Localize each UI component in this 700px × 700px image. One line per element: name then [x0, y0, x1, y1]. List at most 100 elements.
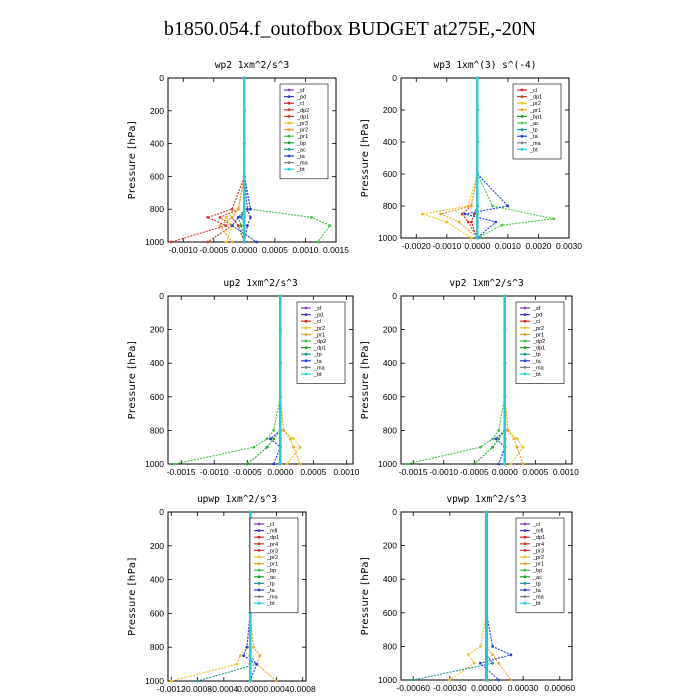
data-point — [460, 212, 464, 216]
data-point — [236, 216, 240, 219]
legend-label: _sf — [313, 306, 322, 312]
legend-label: _pr2 — [532, 555, 544, 561]
page-title: b1850.054.f_outofbox BUDGET at275E,-20N — [163, 18, 537, 40]
data-point — [485, 645, 488, 648]
data-point — [491, 204, 495, 208]
legend-marker — [257, 562, 261, 565]
data-point — [475, 108, 479, 112]
legend-label: _tp — [529, 128, 538, 134]
plot-frame — [400, 77, 570, 239]
legend-marker — [304, 359, 308, 363]
data-point — [246, 224, 249, 228]
y-tick-label: 200 — [383, 541, 397, 551]
data-point — [521, 445, 525, 449]
legend-marker — [304, 352, 308, 356]
x-tick-label: 0.0015 — [323, 245, 349, 255]
legend-label: _pr2 — [529, 101, 541, 107]
data-point — [405, 462, 409, 466]
y-tick-label: 200 — [383, 105, 397, 115]
legend-label: _dp1 — [266, 535, 279, 541]
legend-marker — [257, 535, 261, 539]
y-tick-label: 400 — [383, 574, 397, 584]
legend: _sf_pd_cl_pr2_pr1_dp2_dp1_tp_ta_ma_bt — [515, 301, 565, 384]
y-tick-label: 200 — [150, 106, 164, 116]
y-axis-label: Pressure [hPa] — [360, 341, 371, 420]
data-point — [475, 212, 479, 216]
x-tick-label: 0.0005 — [300, 467, 326, 477]
data-point — [310, 216, 313, 219]
legend-marker — [523, 601, 527, 605]
data-point — [457, 220, 461, 224]
legend-marker — [523, 333, 527, 336]
data-point — [245, 645, 249, 649]
data-point — [169, 240, 173, 244]
data-point — [242, 76, 246, 80]
legend-marker — [523, 562, 527, 565]
legend-label: _dp1 — [532, 346, 545, 352]
y-axis-label: Pressure [hPa] — [127, 341, 138, 420]
data-point — [475, 236, 479, 240]
x-tick-label: 0.0010 — [495, 241, 521, 251]
series-line — [225, 78, 245, 243]
legend-label: _pr3 — [532, 548, 544, 554]
legend-label: _dp2 — [532, 339, 545, 345]
data-point — [285, 462, 289, 466]
data-point — [497, 462, 501, 466]
x-tick-label: 0.0000 — [464, 241, 490, 251]
data-point — [242, 224, 246, 228]
data-point — [316, 240, 320, 244]
legend-marker — [523, 372, 527, 376]
legend-label: _ac — [296, 147, 306, 153]
legend-marker — [304, 366, 308, 369]
data-point — [512, 437, 516, 441]
legend-label: _bp — [296, 141, 306, 147]
data-point — [238, 654, 242, 658]
legend-marker — [520, 121, 524, 125]
data-point — [246, 207, 249, 211]
x-tick-label: -0.0005 — [199, 245, 228, 255]
legend-marker — [287, 95, 291, 98]
legend: _sf_pd_cl_dp2_dp1_pr3_pr2_pr1_bp_ac_ta_m… — [279, 83, 329, 180]
y-tick-label: 600 — [150, 392, 164, 402]
y-axis-label: Pressure [hPa] — [360, 557, 371, 636]
data-point — [236, 207, 240, 211]
data-point — [272, 462, 276, 466]
legend-label: _pr1 — [529, 108, 541, 114]
legend-marker — [520, 108, 524, 112]
plot-frame — [167, 77, 337, 243]
legend-label: _bt — [266, 601, 275, 607]
data-point — [278, 437, 282, 441]
legend-label: _pr2 — [313, 326, 325, 332]
data-point — [494, 220, 498, 224]
legend-marker — [523, 326, 527, 330]
data-point — [239, 224, 243, 228]
legend-marker — [304, 319, 308, 323]
x-tick-label: -0.0015 — [167, 467, 196, 477]
x-tick-label: 0.0000 — [231, 245, 257, 255]
legend-label: _pr3 — [296, 121, 308, 127]
data-point — [485, 510, 488, 514]
data-point — [478, 445, 482, 449]
data-point — [218, 216, 222, 219]
data-point — [248, 510, 252, 514]
legend-label: _ta — [532, 588, 542, 594]
legend-marker — [304, 346, 308, 349]
legend-label: _bp — [532, 568, 542, 574]
legend-label: _pr1 — [532, 562, 544, 568]
x-tick-label: 0.0030 — [556, 241, 582, 251]
x-tick-label: 0.0000 — [237, 684, 263, 694]
plot-frame — [167, 295, 354, 465]
y-tick-label: 0 — [159, 507, 164, 517]
legend-marker — [523, 522, 527, 526]
data-point — [491, 653, 495, 657]
legend-label: _cl — [266, 522, 274, 528]
legend-marker — [523, 588, 527, 592]
y-tick-label: 600 — [383, 169, 397, 179]
data-point — [478, 645, 482, 648]
legend: _cl_mfl_dp1_pr4_pr3_pr2_pr1_bp_ac_tp_ta_… — [249, 517, 299, 614]
data-point — [275, 679, 278, 683]
plot-frame — [400, 295, 573, 465]
data-point — [242, 207, 246, 211]
legend-label: _tp — [532, 352, 541, 358]
data-point — [242, 109, 246, 113]
